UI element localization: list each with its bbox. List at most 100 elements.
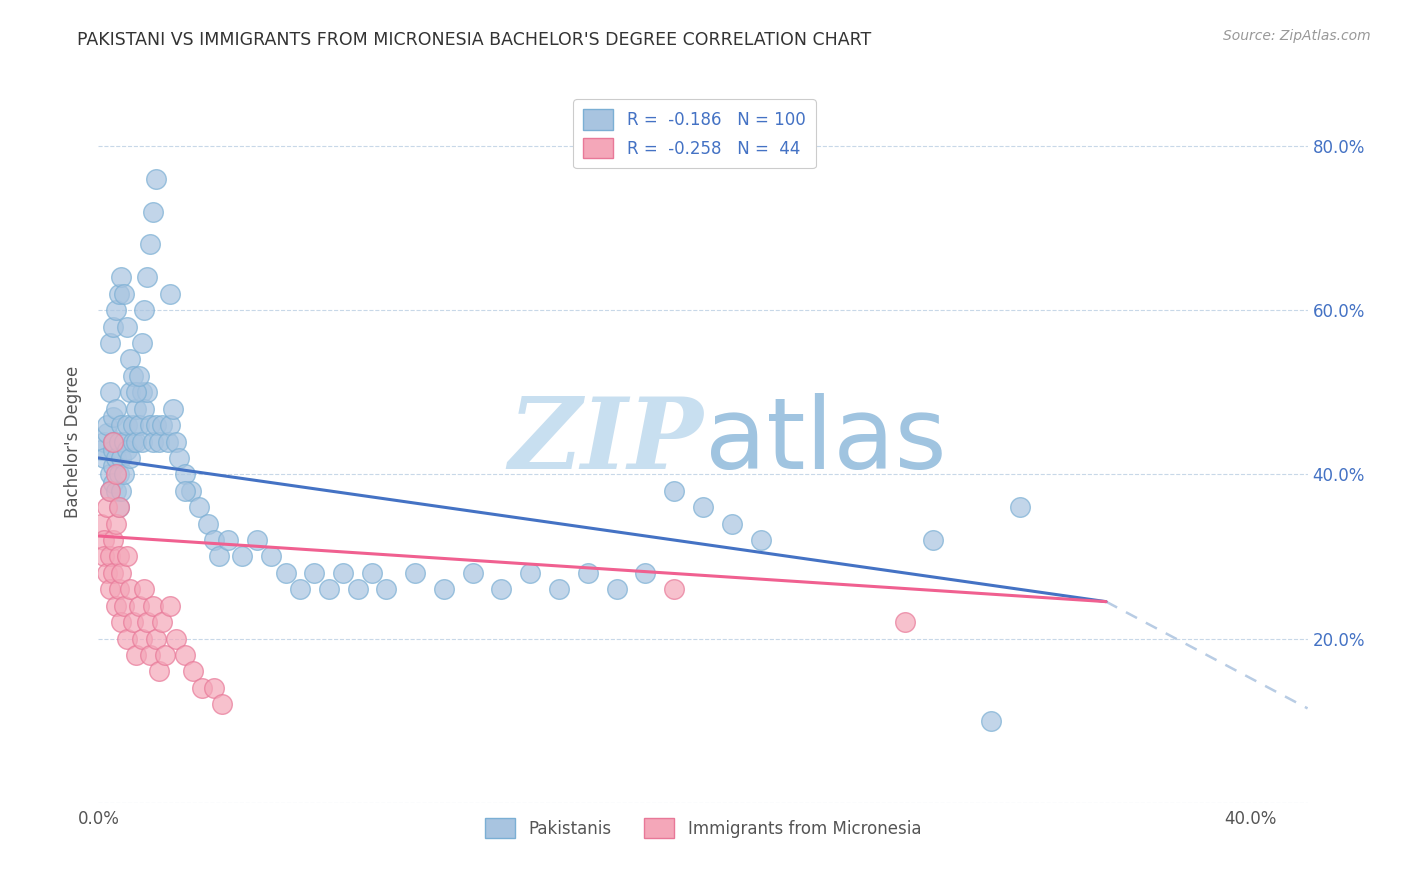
- Point: [136, 385, 159, 400]
- Point: [304, 566, 326, 580]
- Point: [112, 467, 135, 482]
- Point: [191, 681, 214, 695]
- Point: [165, 632, 187, 646]
- Point: [115, 549, 138, 564]
- Point: [93, 450, 115, 465]
- Point: [491, 582, 513, 597]
- Point: [101, 533, 124, 547]
- Point: [142, 599, 165, 613]
- Point: [150, 418, 173, 433]
- Point: [211, 698, 233, 712]
- Point: [128, 368, 150, 383]
- Point: [98, 483, 121, 498]
- Text: Source: ZipAtlas.com: Source: ZipAtlas.com: [1223, 29, 1371, 43]
- Point: [893, 615, 915, 630]
- Point: [93, 434, 115, 449]
- Point: [107, 549, 129, 564]
- Point: [107, 500, 129, 515]
- Point: [122, 434, 145, 449]
- Point: [131, 336, 153, 351]
- Point: [136, 615, 159, 630]
- Point: [548, 582, 571, 597]
- Point: [90, 516, 112, 531]
- Point: [115, 442, 138, 457]
- Point: [115, 632, 138, 646]
- Point: [93, 549, 115, 564]
- Point: [93, 533, 115, 547]
- Point: [115, 418, 138, 433]
- Point: [150, 615, 173, 630]
- Text: ZIP: ZIP: [508, 393, 703, 490]
- Point: [346, 582, 368, 597]
- Point: [148, 665, 170, 679]
- Point: [749, 533, 772, 547]
- Point: [720, 516, 742, 531]
- Point: [104, 303, 127, 318]
- Point: [576, 566, 599, 580]
- Point: [112, 286, 135, 301]
- Point: [122, 615, 145, 630]
- Point: [145, 418, 167, 433]
- Point: [112, 599, 135, 613]
- Point: [145, 171, 167, 186]
- Point: [101, 442, 124, 457]
- Point: [128, 418, 150, 433]
- Point: [125, 385, 148, 400]
- Point: [202, 681, 225, 695]
- Point: [98, 385, 121, 400]
- Point: [173, 648, 195, 662]
- Point: [107, 500, 129, 515]
- Point: [120, 385, 142, 400]
- Point: [139, 418, 162, 433]
- Point: [134, 303, 156, 318]
- Point: [104, 516, 127, 531]
- Y-axis label: Bachelor's Degree: Bachelor's Degree: [65, 366, 83, 517]
- Point: [139, 237, 162, 252]
- Point: [101, 475, 124, 490]
- Point: [375, 582, 398, 597]
- Point: [98, 483, 121, 498]
- Point: [120, 450, 142, 465]
- Point: [101, 434, 124, 449]
- Point: [664, 582, 686, 597]
- Point: [197, 516, 219, 531]
- Point: [104, 483, 127, 498]
- Point: [142, 204, 165, 219]
- Point: [153, 648, 176, 662]
- Point: [110, 450, 132, 465]
- Point: [332, 566, 354, 580]
- Point: [110, 566, 132, 580]
- Point: [131, 434, 153, 449]
- Point: [134, 582, 156, 597]
- Point: [202, 533, 225, 547]
- Point: [692, 500, 714, 515]
- Point: [208, 549, 231, 564]
- Point: [96, 426, 118, 441]
- Point: [96, 418, 118, 433]
- Point: [110, 418, 132, 433]
- Point: [107, 434, 129, 449]
- Point: [104, 450, 127, 465]
- Legend: Pakistanis, Immigrants from Micronesia: Pakistanis, Immigrants from Micronesia: [478, 812, 928, 845]
- Point: [98, 336, 121, 351]
- Point: [167, 450, 190, 465]
- Point: [101, 459, 124, 474]
- Point: [1008, 500, 1031, 515]
- Point: [101, 319, 124, 334]
- Point: [101, 409, 124, 424]
- Point: [131, 632, 153, 646]
- Point: [361, 566, 384, 580]
- Point: [125, 434, 148, 449]
- Point: [125, 648, 148, 662]
- Point: [104, 467, 127, 482]
- Point: [173, 483, 195, 498]
- Point: [115, 319, 138, 334]
- Point: [634, 566, 657, 580]
- Text: PAKISTANI VS IMMIGRANTS FROM MICRONESIA BACHELOR'S DEGREE CORRELATION CHART: PAKISTANI VS IMMIGRANTS FROM MICRONESIA …: [77, 31, 872, 49]
- Point: [159, 286, 181, 301]
- Point: [217, 533, 239, 547]
- Point: [139, 648, 162, 662]
- Point: [156, 434, 179, 449]
- Point: [107, 286, 129, 301]
- Point: [288, 582, 311, 597]
